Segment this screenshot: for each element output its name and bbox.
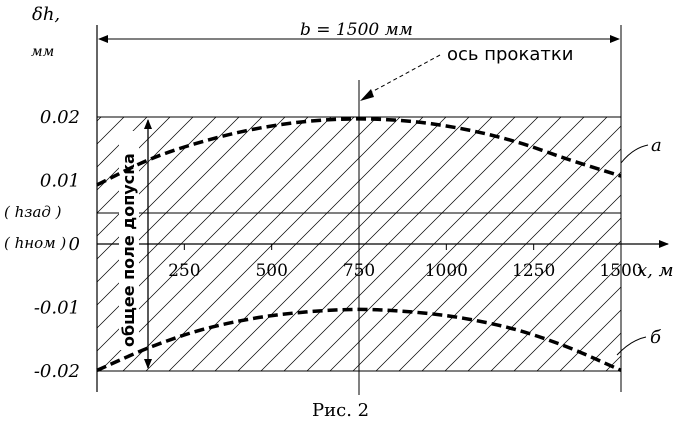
x-tick-label: 1000 xyxy=(425,261,468,281)
hatch-line xyxy=(347,100,647,400)
x-tick-label: 250 xyxy=(168,261,200,281)
x-tick-label: 1250 xyxy=(512,261,555,281)
hatch-line xyxy=(0,100,3,400)
rolling-axis-leader xyxy=(368,55,440,94)
y-tick-label: 0.01 xyxy=(40,171,80,192)
hatch-line xyxy=(370,100,670,400)
width-label: b = 1500 мм xyxy=(300,20,413,40)
hatch-line xyxy=(255,100,555,400)
series-b-label: б xyxy=(650,327,662,348)
y-tick-label: -0.01 xyxy=(34,298,80,319)
x-axis-label: x, м xyxy=(637,260,674,281)
hatch-line xyxy=(117,100,417,400)
y-tick-label: 0 xyxy=(69,234,80,255)
tolerance-zone-label: общее поле допуска xyxy=(119,153,138,347)
hatch-line xyxy=(301,100,601,400)
y-axis-unit: мм xyxy=(31,44,54,60)
y-tick-label: -0.02 xyxy=(34,361,80,382)
h-nom-label: ( hном ) xyxy=(4,234,66,252)
x-tick-label: 500 xyxy=(255,261,287,281)
figure-caption: Рис. 2 xyxy=(312,400,369,421)
hatch-line xyxy=(71,100,371,400)
series-a-leader xyxy=(621,145,648,163)
hatch-line xyxy=(232,100,532,400)
x-tick-label: 750 xyxy=(343,261,375,281)
hatch-line xyxy=(600,100,699,400)
hatch-line xyxy=(48,100,348,400)
hatch-line xyxy=(577,100,699,400)
hatch-line xyxy=(186,100,486,400)
hatch-line xyxy=(324,100,624,400)
y-tick-label: 0.02 xyxy=(40,107,80,128)
y-axis-label: δh, xyxy=(32,4,60,25)
rolling-axis-arrowhead xyxy=(360,89,374,101)
rolling-axis-label: ось прокатки xyxy=(447,44,573,65)
series-a-label: а xyxy=(651,135,662,156)
hatch-line xyxy=(508,100,699,400)
hatch-line xyxy=(163,100,463,400)
hatch-line xyxy=(462,100,699,400)
h-zad-label: ( hзад ) xyxy=(4,203,62,221)
hatch-line xyxy=(278,100,578,400)
x-ticks xyxy=(184,244,533,250)
hatch-line xyxy=(485,100,699,400)
tolerance-band-hatching xyxy=(0,100,699,400)
tolerance-zone-label-group: общее поле допуска xyxy=(119,131,139,350)
